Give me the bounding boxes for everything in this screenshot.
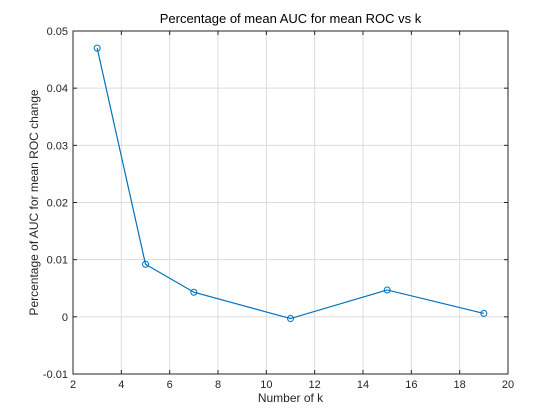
x-tick-label: 8 xyxy=(215,379,221,391)
series-line xyxy=(96,48,484,320)
x-tick-label: 20 xyxy=(502,379,514,391)
data-point-marker xyxy=(383,286,391,294)
data-point-marker xyxy=(480,309,488,317)
x-tick-label: 4 xyxy=(118,379,124,391)
y-tick-label: 0.03 xyxy=(47,140,68,152)
series-layer xyxy=(93,44,488,323)
data-point-marker xyxy=(190,288,198,296)
x-tick-label: 12 xyxy=(309,379,321,391)
chart-title: Percentage of mean AUC for mean ROC vs k xyxy=(160,11,422,26)
y-tick-label: 0.04 xyxy=(47,83,68,95)
x-tick-label: 16 xyxy=(405,379,417,391)
x-tick-label: 10 xyxy=(260,379,272,391)
y-axis-label: Percentage of AUC for mean ROC change xyxy=(27,89,41,315)
y-tick-label: 0.05 xyxy=(47,26,68,38)
x-tick-label: 18 xyxy=(454,379,466,391)
plot-frame xyxy=(72,30,509,375)
x-axis-label: Number of k xyxy=(258,391,324,405)
y-tick-label: 0 xyxy=(62,312,68,324)
data-point-marker xyxy=(93,44,101,52)
axis-ticks: 2 4 6 8 10 12 14 16 18 20 -0.01 0 0.01 0.02 0.03 0.04 0.… xyxy=(43,26,514,391)
x-tick-label: 14 xyxy=(357,379,369,391)
x-tick-label: 6 xyxy=(167,379,173,391)
x-tick-label: 2 xyxy=(70,379,76,391)
data-point-marker xyxy=(142,260,149,268)
data-point-marker xyxy=(287,315,294,323)
y-tick-label: 0.01 xyxy=(47,255,68,267)
y-tick-label: -0.01 xyxy=(43,369,68,381)
y-tick-label: 0.02 xyxy=(47,198,68,210)
